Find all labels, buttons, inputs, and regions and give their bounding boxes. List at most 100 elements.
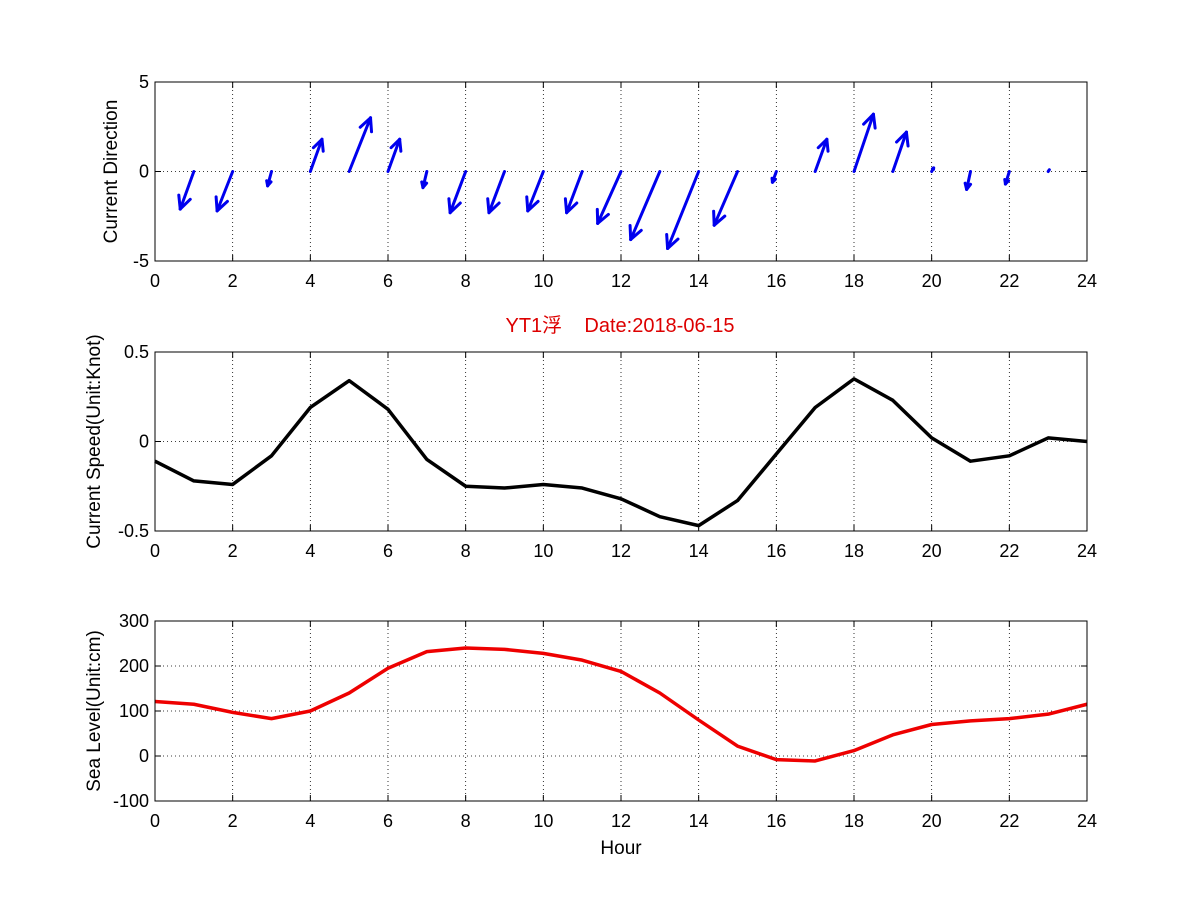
quiver-arrow-head xyxy=(214,195,219,213)
current-direction-x-tick-label: 18 xyxy=(844,271,864,291)
quiver-arrow-head xyxy=(398,137,403,153)
current-direction-y-tick-label: 0 xyxy=(139,162,149,182)
quiver-arrow xyxy=(665,170,701,250)
quiver-arrow-head xyxy=(666,237,680,250)
quiver-arrow-head xyxy=(862,112,875,126)
current-direction-x-tick-label: 10 xyxy=(533,271,553,291)
quiver-arrow xyxy=(563,170,584,215)
current-speed-x-tick-label: 2 xyxy=(228,541,238,561)
current-direction-x-tick-label: 20 xyxy=(922,271,942,291)
quiver-arrow-head xyxy=(447,197,452,215)
quiver-arrow-head xyxy=(712,209,716,227)
quiver-arrow-shaft xyxy=(629,170,662,242)
quiver-arrow-shaft xyxy=(891,130,908,173)
sea-level-x-tick-label: 22 xyxy=(999,811,1019,831)
current-speed-x-tick-label: 8 xyxy=(461,541,471,561)
quiver-arrow-head xyxy=(1003,177,1007,186)
sea-level-y-axis-label: Sea Level(Unit:cm) xyxy=(84,630,105,792)
quiver-arrow-shaft xyxy=(178,170,196,211)
current-speed-x-tick-label: 24 xyxy=(1077,541,1097,561)
quiver-arrow-head xyxy=(311,137,324,150)
quiver-arrow-head xyxy=(563,197,569,215)
quiver-arrow xyxy=(891,130,910,173)
quiver-arrow-head xyxy=(825,137,830,153)
current-direction-x-tick-label: 14 xyxy=(689,271,709,291)
current-speed-x-tick-label: 14 xyxy=(689,541,709,561)
current-speed-y-tick-label: 0 xyxy=(139,432,149,452)
quiver-arrow xyxy=(628,170,662,242)
current-speed-x-tick-label: 22 xyxy=(999,541,1019,561)
quiver-arrow xyxy=(420,170,429,190)
quiver-arrow-shaft xyxy=(852,112,875,173)
quiver-arrow-shaft xyxy=(215,170,235,213)
quiver-arrow-head xyxy=(629,228,643,242)
current-direction-x-tick-label: 8 xyxy=(461,271,471,291)
current-speed-x-tick-label: 0 xyxy=(150,541,160,561)
quiver-arrow-head xyxy=(871,112,877,130)
quiver-arrow-head xyxy=(486,197,491,215)
quiver-arrow xyxy=(813,137,830,173)
quiver-arrow-shaft xyxy=(596,170,623,225)
quiver-arrow-head xyxy=(628,224,633,242)
current-direction-y-tick-label: -5 xyxy=(133,251,149,271)
sea-level-x-tick-label: 6 xyxy=(383,811,393,831)
current-speed-x-tick-label: 4 xyxy=(305,541,315,561)
quiver-arrow xyxy=(595,170,623,225)
current-direction-x-tick-label: 22 xyxy=(999,271,1019,291)
quiver-arrow xyxy=(214,170,235,213)
current-direction-axes-frame xyxy=(154,81,1088,262)
quiver-arrow-head xyxy=(358,116,373,129)
quiver-arrow xyxy=(525,170,545,213)
sea-level-x-tick-label: 24 xyxy=(1077,811,1097,831)
quiver-arrow-head xyxy=(526,199,540,213)
current-direction-x-tick-label: 6 xyxy=(383,271,393,291)
quiver-arrow-head xyxy=(712,214,727,227)
current-speed-x-tick-label: 16 xyxy=(766,541,786,561)
sea-level-x-tick-label: 2 xyxy=(228,811,238,831)
quiver-arrow-shaft xyxy=(386,137,402,173)
sea-level-y-tick-label: -100 xyxy=(113,791,149,811)
quiver-arrow-shaft xyxy=(308,137,324,173)
quiver-arrow-shaft xyxy=(712,170,739,227)
quiver-arrow-head xyxy=(596,212,610,225)
sea-level-series-line xyxy=(154,646,1088,763)
quiver-arrow-head xyxy=(565,201,579,215)
quiver-arrow-head xyxy=(177,193,182,211)
quiver-arrow xyxy=(265,170,273,188)
current-direction-x-tick-label: 12 xyxy=(611,271,631,291)
quiver-arrow-shaft xyxy=(666,170,701,250)
current-speed-y-tick-label: 0.5 xyxy=(124,342,149,362)
quiver-arrow-head xyxy=(448,201,462,215)
quiver-arrow-head xyxy=(895,130,908,144)
current-direction-x-tick-label: 2 xyxy=(228,271,238,291)
quiver-arrow-head xyxy=(389,137,402,150)
current-direction-x-tick-label: 16 xyxy=(766,271,786,291)
quiver-arrow-shaft xyxy=(565,170,584,215)
sea-level-y-tick-label: 0 xyxy=(139,746,149,766)
current-speed-y-axis-label: Current Speed(Unit:Knot) xyxy=(84,334,105,548)
current-direction-x-tick-label: 4 xyxy=(305,271,315,291)
quiver-arrow xyxy=(852,112,877,173)
quiver-arrow-head xyxy=(487,201,501,215)
quiver-arrow-head xyxy=(904,130,910,148)
sea-level-x-tick-label: 12 xyxy=(611,811,631,831)
quiver-arrow xyxy=(486,170,506,215)
quiver-arrow-head xyxy=(369,116,374,134)
quiver-arrow xyxy=(770,170,778,184)
quiver-arrow-head xyxy=(178,197,192,211)
current-direction-x-tick-label: 0 xyxy=(150,271,160,291)
sea-level-x-tick-label: 14 xyxy=(689,811,709,831)
sea-level-x-tick-label: 16 xyxy=(766,811,786,831)
quiver-arrow-head xyxy=(215,199,229,213)
sea-level-x-tick-label: 8 xyxy=(461,811,471,831)
current-direction-x-tick-label: 24 xyxy=(1077,271,1097,291)
quiver-arrow xyxy=(712,170,739,227)
quiver-arrow-head xyxy=(665,233,670,250)
current-speed-y-tick-label: -0.5 xyxy=(118,521,149,541)
quiver-arrow xyxy=(930,166,936,173)
sea-level-x-tick-label: 10 xyxy=(533,811,553,831)
quiver-arrow xyxy=(177,170,196,211)
quiver-arrow xyxy=(963,170,973,191)
